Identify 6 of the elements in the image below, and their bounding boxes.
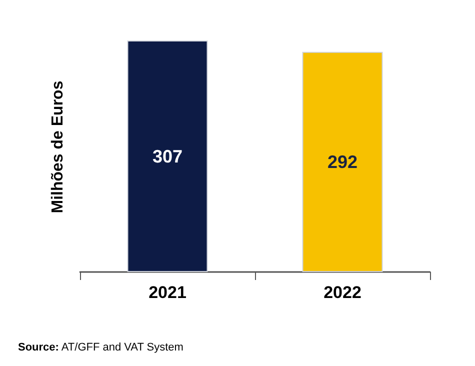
source-note: Source: AT/GFF and VAT System xyxy=(18,342,184,354)
data-label: 307 xyxy=(152,146,183,166)
data-label: 292 xyxy=(327,152,358,172)
x-tick-label: 2021 xyxy=(148,283,186,302)
x-tick-label: 2022 xyxy=(324,283,362,302)
y-axis-title: Milhões de Euros xyxy=(50,80,66,214)
